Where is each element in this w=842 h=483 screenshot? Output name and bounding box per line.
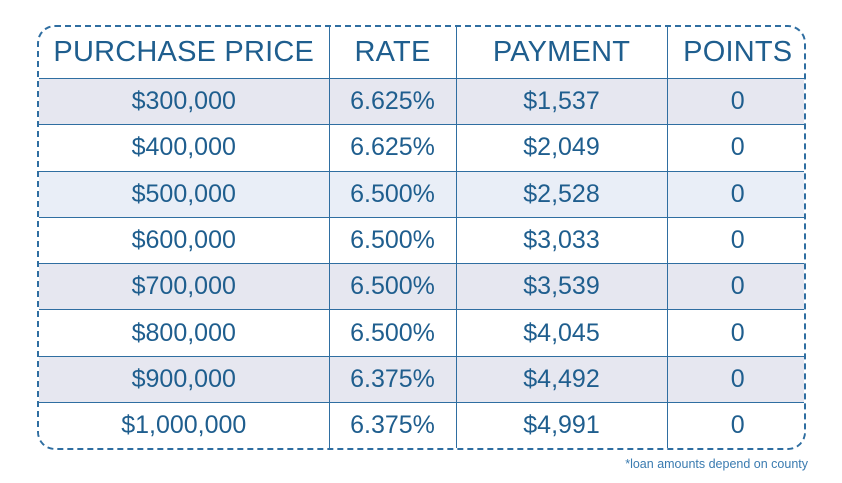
table-row: $800,000 6.500% $4,045 0 xyxy=(39,309,804,357)
header-payment: PAYMENT xyxy=(456,27,668,79)
cell-rate: 6.375% xyxy=(329,402,457,448)
rates-table-frame: PURCHASE PRICE RATE PAYMENT POINTS $300,… xyxy=(37,25,806,450)
cell-points: 0 xyxy=(667,309,804,357)
cell-points: 0 xyxy=(667,263,804,311)
table-header-row: PURCHASE PRICE RATE PAYMENT POINTS xyxy=(39,27,804,79)
cell-payment: $3,539 xyxy=(456,263,668,311)
cell-payment: $2,049 xyxy=(456,124,668,172)
cell-points: 0 xyxy=(667,217,804,265)
cell-points: 0 xyxy=(667,171,804,218)
cell-purchase-price: $900,000 xyxy=(39,356,330,403)
cell-payment: $4,492 xyxy=(456,356,668,403)
cell-rate: 6.375% xyxy=(329,356,457,403)
table-row: $300,000 6.625% $1,537 0 xyxy=(39,78,804,126)
cell-purchase-price: $300,000 xyxy=(39,78,330,126)
cell-purchase-price: $800,000 xyxy=(39,309,330,357)
cell-points: 0 xyxy=(667,78,804,126)
cell-rate: 6.500% xyxy=(329,217,457,265)
header-points: POINTS xyxy=(667,27,804,79)
header-purchase-price: PURCHASE PRICE xyxy=(39,27,330,79)
cell-purchase-price: $600,000 xyxy=(39,217,330,265)
cell-payment: $4,991 xyxy=(456,402,668,448)
cell-payment: $3,033 xyxy=(456,217,668,265)
rates-table: PURCHASE PRICE RATE PAYMENT POINTS $300,… xyxy=(39,27,804,448)
table-row: $500,000 6.500% $2,528 0 xyxy=(39,171,804,218)
cell-payment: $4,045 xyxy=(456,309,668,357)
cell-rate: 6.500% xyxy=(329,171,457,218)
table-row: $900,000 6.375% $4,492 0 xyxy=(39,356,804,403)
table-row: $1,000,000 6.375% $4,991 0 xyxy=(39,402,804,448)
cell-points: 0 xyxy=(667,402,804,448)
cell-rate: 6.500% xyxy=(329,263,457,311)
cell-points: 0 xyxy=(667,124,804,172)
footnote: *loan amounts depend on county xyxy=(625,457,808,471)
cell-purchase-price: $700,000 xyxy=(39,263,330,311)
cell-payment: $1,537 xyxy=(456,78,668,126)
cell-payment: $2,528 xyxy=(456,171,668,218)
cell-purchase-price: $400,000 xyxy=(39,124,330,172)
cell-rate: 6.500% xyxy=(329,309,457,357)
table-row: $400,000 6.625% $2,049 0 xyxy=(39,124,804,172)
cell-purchase-price: $500,000 xyxy=(39,171,330,218)
cell-rate: 6.625% xyxy=(329,124,457,172)
header-rate: RATE xyxy=(329,27,457,79)
cell-rate: 6.625% xyxy=(329,78,457,126)
table-row: $600,000 6.500% $3,033 0 xyxy=(39,217,804,265)
cell-points: 0 xyxy=(667,356,804,403)
table-row: $700,000 6.500% $3,539 0 xyxy=(39,263,804,311)
cell-purchase-price: $1,000,000 xyxy=(39,402,330,448)
